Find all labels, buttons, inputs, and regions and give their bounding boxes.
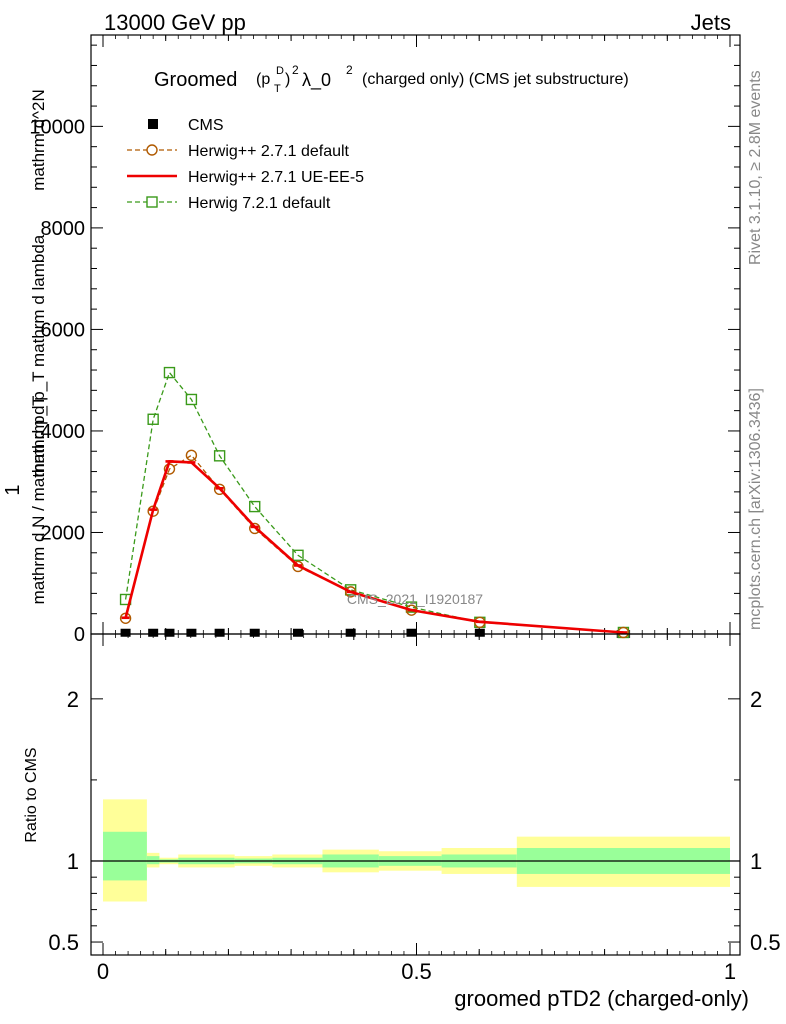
main-ytick-labels: 0 2000 4000 6000 8000 10000: [29, 116, 85, 646]
herwig7-point: [163, 366, 176, 379]
ratio-ytick-label-right: 2: [750, 687, 762, 712]
ratio-ytick-label-right: 0.5: [750, 930, 781, 955]
title-sup-2: 2: [292, 63, 299, 77]
legend-label: Herwig++ 2.7.1 UE-EE-5: [188, 169, 364, 186]
herwig-default-point: [344, 586, 357, 598]
main-ytick-label: 10000: [29, 116, 85, 138]
legend-label: Herwig++ 2.7.1 default: [188, 143, 350, 160]
legend-label: CMS: [188, 117, 224, 134]
ratio-ytick-label-right: 1: [750, 849, 762, 874]
watermark: CMS_2021_I1920187: [347, 591, 483, 607]
title-main: Groomed: [154, 69, 237, 91]
legend-marker-cms: [148, 119, 158, 129]
herwig-default-point: [213, 483, 226, 496]
xtick-label: 0.5: [401, 959, 432, 984]
title-sub-t: T: [274, 83, 281, 95]
ratio-ylabel: Ratio to CMS: [23, 747, 40, 842]
xlabel: groomed pTD2 (charged-only): [454, 986, 749, 1011]
cms-point: [474, 628, 485, 637]
herwig7-point: [405, 601, 418, 613]
xtick-label: 0: [97, 959, 109, 984]
herwig7-point: [292, 549, 304, 562]
main-ytick-label: 4000: [41, 421, 86, 443]
rivet-label: Rivet 3.1.10, ≥ 2.8M events: [747, 70, 764, 265]
herwig-default-point: [185, 449, 198, 462]
ratio-ytick-label: 1: [67, 849, 79, 874]
main-ytick-label: 0: [74, 624, 85, 646]
legend: CMS Herwig++ 2.7.1 default Herwig++ 2.7.1 …: [127, 117, 364, 212]
title-paren-open: (p: [256, 71, 270, 88]
header-left: 13000 GeV pp: [104, 10, 246, 35]
ratio-ytick-label: 0.5: [48, 930, 79, 955]
cms-point: [148, 628, 159, 637]
ylabel-pre: 1: [2, 484, 24, 495]
ratio-band-inner: [146, 856, 160, 865]
herwig7-point: [185, 393, 198, 406]
mcplots-label: mcplots.cern.ch [arXiv:1306.3436]: [747, 388, 764, 630]
herwig-default-point: [249, 522, 261, 535]
cms-point: [249, 628, 260, 637]
legend-marker-square: [146, 196, 158, 208]
header-right: Jets: [691, 10, 731, 35]
ratio-ytick-labels: 0.5 0.5 1 1 2 2: [48, 687, 780, 955]
main-ylabel: 1 mathrm d^2N mathrm d p_T mathrm d lamb…: [2, 89, 48, 604]
cms-point: [164, 628, 175, 637]
cms-point: [406, 628, 417, 637]
chart-title: Groomed (p T D ) 2 λ_0 2 (charged only) …: [154, 63, 629, 95]
ylabel-pre-den: mathrm d N / mathrm d p_T: [29, 396, 48, 605]
cms-point: [214, 628, 225, 637]
ratio-frame: [90, 633, 741, 956]
main-ytick-label: 6000: [41, 319, 86, 341]
ratio-ytick-label: 2: [67, 687, 79, 712]
title-lambda: λ_0: [302, 70, 331, 91]
title-sup-2b: 2: [346, 63, 353, 77]
ratio-bands: [103, 799, 730, 902]
legend-label: Herwig 7.2.1 default: [188, 195, 331, 212]
herwig7-point: [249, 500, 261, 513]
cms-point: [186, 628, 197, 637]
cms-point: [120, 628, 131, 637]
main-ytick-label: 8000: [41, 218, 86, 240]
main-series: [119, 366, 630, 639]
ylabel-num: mathrm d^2N: [29, 89, 48, 191]
cms-point: [292, 628, 303, 637]
title-paren-close: ): [285, 71, 290, 88]
cms-point: [345, 628, 356, 637]
title-rest: (charged only) (CMS jet substructure): [362, 71, 629, 88]
ratio-xtick-labels: 0 0.5 1: [97, 959, 736, 984]
herwig7-point: [147, 413, 159, 425]
title-sup-d: D: [276, 65, 284, 77]
ratio-ticks: [91, 634, 740, 955]
main-ticks: [91, 35, 740, 635]
xtick-label: 1: [724, 959, 736, 984]
main-panel: 0 2000 4000 6000 8000 10000 Groomed (p T D ) …: [2, 34, 741, 646]
ratio-panel: 0.5 0.51 12 2 0 0.5 1 Ratio to CMS groomed pT…: [23, 633, 781, 1011]
ylabel-den: mathrm d p_T mathrm d lambda: [29, 234, 48, 477]
main-ytick-label: 2000: [41, 522, 86, 544]
herwig7-point: [213, 450, 226, 462]
herwig-default-point: [292, 560, 304, 573]
ratio-band-inner: [103, 831, 147, 881]
legend-marker-circle: [146, 144, 158, 156]
